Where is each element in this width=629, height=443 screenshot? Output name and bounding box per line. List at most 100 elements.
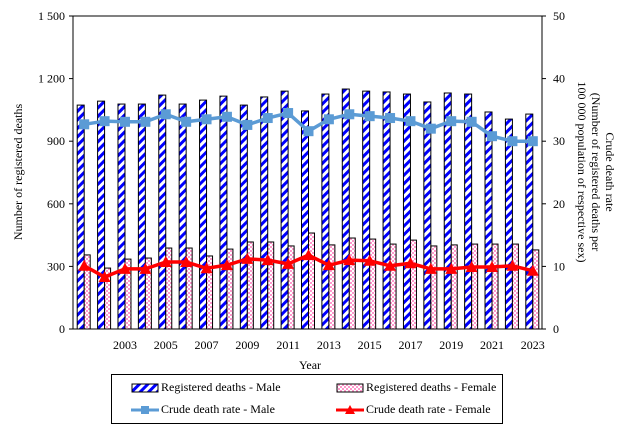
point-female-rate-2003 — [118, 262, 131, 274]
bar-male-2007 — [199, 99, 208, 330]
bar-male-2002 — [97, 100, 106, 330]
bars-layer — [76, 88, 540, 330]
point-female-rate-2001 — [78, 259, 91, 271]
point-male-rate-2015 — [364, 111, 375, 122]
point-male-rate-2001 — [79, 119, 90, 130]
bar-male-2016 — [382, 91, 391, 330]
bar-male-2017 — [402, 93, 411, 330]
point-male-rate-2021 — [487, 131, 498, 142]
y2-tick-label: 30 — [553, 134, 565, 148]
bar-male-2010 — [260, 96, 269, 330]
y2-tick-label: 20 — [553, 197, 565, 211]
y-tick-label: 0 — [59, 322, 65, 336]
y2-axis-title-line: 100 000 population of respective sex) — [575, 82, 589, 263]
point-female-rate-2009 — [241, 252, 254, 264]
x-tick-label: 2015 — [358, 338, 382, 352]
axes-layer: 0 300 600 900 1 200 1 500 0 10 20 30 40 50 2003 2005 2… — [38, 9, 565, 352]
bar-male-2003 — [117, 103, 126, 330]
x-tick-label: 2011 — [276, 338, 300, 352]
bar-male-2006 — [178, 103, 187, 330]
point-female-rate-2007 — [200, 262, 213, 274]
x-tick-label: 2013 — [317, 338, 341, 352]
plot-frame — [72, 15, 543, 330]
bar-female-2023 — [532, 249, 540, 330]
point-male-rate-2017 — [405, 116, 416, 127]
x-tick-label: 2023 — [521, 338, 545, 352]
bar-male-2023 — [525, 113, 534, 330]
x-axis-title: Year — [299, 358, 321, 372]
bar-female-2014 — [348, 237, 356, 330]
y2-tick-label: 10 — [553, 259, 565, 273]
y2-tick-label: 40 — [553, 72, 565, 86]
bar-female-2012 — [308, 232, 315, 330]
point-female-rate-2020 — [465, 261, 478, 273]
point-female-rate-2008 — [220, 259, 233, 271]
y2-tick-label: 0 — [553, 322, 559, 336]
x-tick-label: 2017 — [398, 338, 422, 352]
bar-male-2022 — [504, 118, 513, 330]
bar-female-2018 — [430, 245, 438, 330]
point-female-rate-2019 — [445, 262, 458, 274]
point-male-rate-2023 — [527, 136, 538, 147]
point-male-rate-2008 — [221, 111, 232, 122]
male-rate-line-swatch-icon — [131, 405, 159, 414]
bar-female-2010 — [267, 241, 275, 330]
point-female-rate-2013 — [322, 259, 335, 271]
bar-male-2019 — [443, 92, 452, 330]
y-tick-label: 900 — [47, 134, 65, 148]
x-tick-label: 2003 — [113, 338, 137, 352]
point-female-rate-2005 — [159, 256, 172, 268]
point-female-rate-2023 — [526, 264, 539, 276]
legend-label: Crude death rate - Female — [366, 402, 491, 416]
bar-female-2019 — [450, 244, 458, 330]
point-female-rate-2022 — [506, 259, 519, 271]
bar-male-2012 — [301, 110, 309, 330]
point-male-rate-2010 — [262, 113, 273, 124]
x-tick-label: 2019 — [439, 338, 463, 352]
point-male-rate-2016 — [385, 113, 396, 124]
y-tick-label: 600 — [47, 197, 65, 211]
point-female-rate-2011 — [282, 257, 295, 269]
point-male-rate-2019 — [446, 116, 457, 127]
point-male-rate-2020 — [466, 116, 477, 127]
point-female-rate-2018 — [424, 262, 437, 274]
y2-axis-title: Crude death rate(Number of registered de… — [575, 82, 617, 263]
point-male-rate-2013 — [323, 114, 334, 125]
bar-female-2021 — [491, 243, 499, 330]
point-male-rate-2009 — [242, 119, 253, 130]
legend-label: Registered deaths - Female — [366, 380, 497, 394]
lines-layer — [78, 108, 539, 283]
bar-female-2013 — [328, 244, 336, 330]
bar-male-2014 — [341, 88, 350, 330]
bar-male-2009 — [239, 104, 248, 330]
y2-tick-label: 50 — [553, 9, 565, 23]
point-female-rate-2004 — [139, 262, 152, 274]
x-tick-label: 2005 — [154, 338, 178, 352]
legend-item-female-rate: Crude death rate - Female — [336, 402, 491, 417]
point-male-rate-2005 — [160, 109, 171, 120]
point-female-rate-2017 — [404, 257, 417, 269]
female-bar-swatch-icon — [336, 383, 364, 392]
bar-male-2021 — [484, 111, 493, 330]
y2-axis-title-line: Crude death rate — [603, 132, 617, 211]
y-tick-label: 1 200 — [38, 72, 65, 86]
bar-female-2017 — [409, 239, 417, 330]
point-female-rate-2006 — [180, 256, 193, 268]
point-female-rate-2012 — [302, 249, 315, 261]
legend-item-male-rate: Crude death rate - Male — [131, 402, 275, 417]
x-tick-label: 2021 — [480, 338, 504, 352]
x-tick-label: 2009 — [235, 338, 259, 352]
point-female-rate-2002 — [98, 271, 111, 283]
bar-male-2011 — [280, 90, 289, 330]
female-rate-line-swatch-icon — [336, 404, 364, 414]
y-tick-label: 300 — [47, 259, 65, 273]
x-tick-label: 2007 — [195, 338, 219, 352]
bar-male-2020 — [464, 93, 473, 330]
bar-male-2013 — [321, 93, 330, 330]
point-male-rate-2004 — [140, 116, 151, 127]
point-female-rate-2010 — [261, 254, 274, 266]
y-axis-title: Number of registered deaths — [11, 104, 25, 241]
legend-label: Registered deaths - Male — [161, 380, 281, 394]
point-male-rate-2014 — [344, 109, 355, 120]
